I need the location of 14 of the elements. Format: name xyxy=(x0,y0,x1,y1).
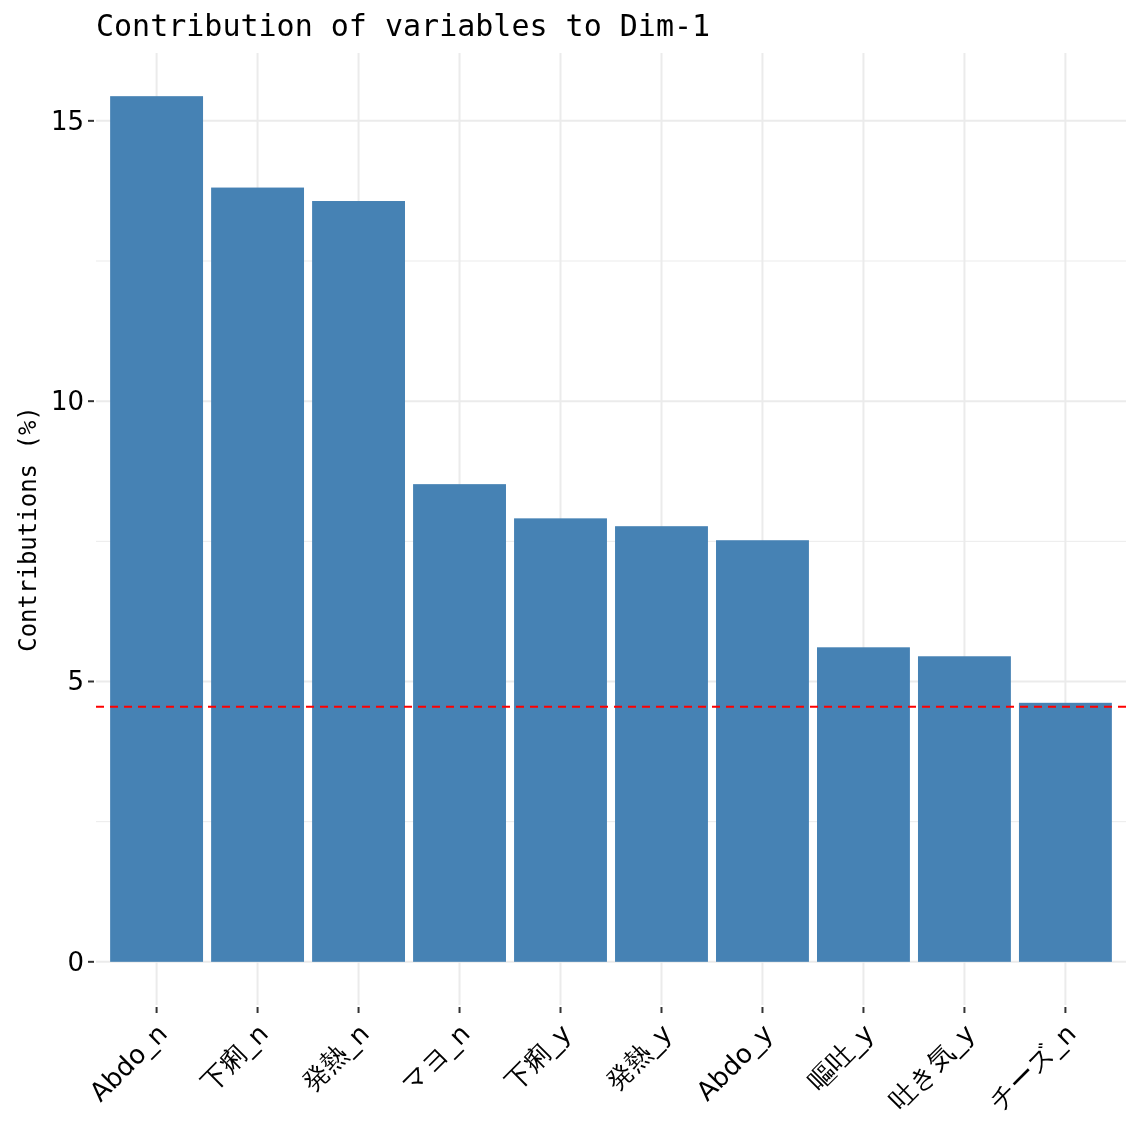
x-tick-label: チーズ_n xyxy=(983,1018,1082,1117)
x-tick-label: マヨ_n xyxy=(395,1018,476,1099)
y-axis-title: Contributions (%) xyxy=(14,406,42,652)
x-tick-label: 発熱_y xyxy=(599,1018,678,1097)
x-tick-label: 下痢_y xyxy=(498,1018,577,1097)
x-tick-label: 嘔吐_y xyxy=(801,1018,880,1097)
chart-title: Contribution of variables to Dim-1 xyxy=(96,8,711,43)
x-tick-label: 発熱_n xyxy=(295,1018,375,1097)
x-tick-label: 下痢_n xyxy=(194,1018,274,1097)
x-tick-label: 吐き気_y xyxy=(883,1018,981,1116)
y-tick-label: 10 xyxy=(50,386,84,417)
y-tick-label: 0 xyxy=(67,946,84,977)
y-tick-label: 15 xyxy=(50,105,84,136)
y-tick-label: 5 xyxy=(67,666,84,697)
